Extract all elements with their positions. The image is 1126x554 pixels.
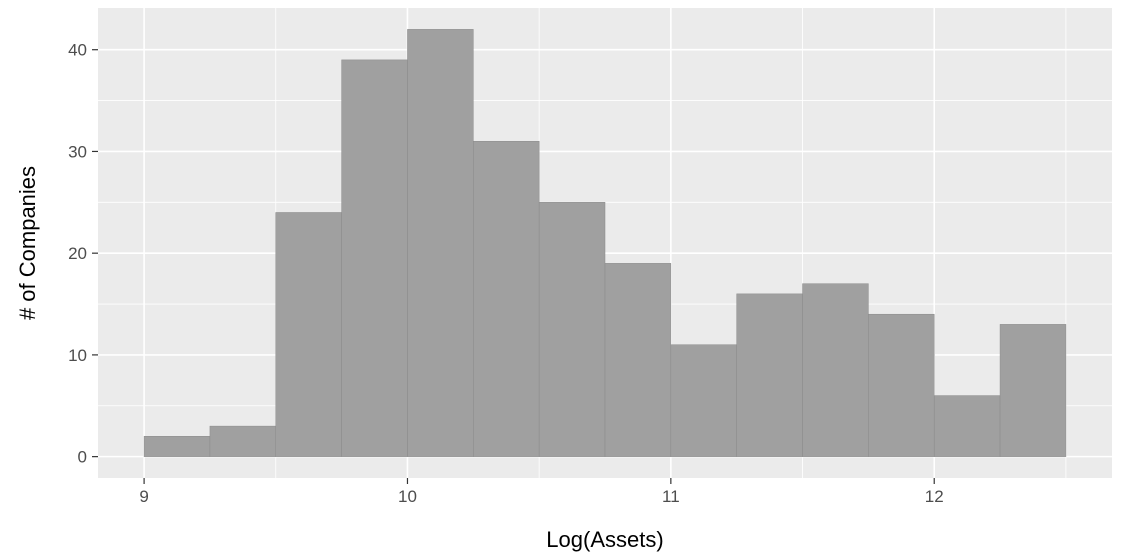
x-tick-label: 11	[662, 487, 680, 506]
y-tick-label: 0	[78, 448, 87, 467]
histogram-bar	[933, 395, 1001, 457]
x-tick-label: 10	[398, 487, 417, 506]
y-tick-label: 20	[68, 244, 87, 263]
histogram-bar	[802, 283, 869, 457]
histogram-bar	[143, 436, 211, 457]
histogram-bar	[473, 141, 540, 457]
y-axis-title: # of Companies	[15, 166, 40, 320]
histogram-bar	[341, 59, 408, 457]
histogram-bar	[275, 212, 342, 457]
x-axis-title: Log(Assets)	[546, 527, 663, 552]
x-axis-ticks: 9 10 11 12	[139, 478, 944, 506]
histogram-bar	[868, 313, 935, 457]
y-tick-label: 10	[68, 346, 87, 365]
histogram-bar	[209, 425, 277, 457]
x-tick-label: 9	[139, 487, 148, 506]
histogram-bars	[143, 29, 1067, 457]
y-axis-ticks: 0 10 20 30 40	[68, 41, 98, 467]
histogram-bar	[538, 202, 606, 457]
histogram-bar	[736, 293, 803, 457]
histogram-bar	[604, 263, 672, 457]
y-tick-label: 30	[68, 142, 87, 161]
y-tick-label: 40	[68, 41, 87, 60]
histogram-bar	[670, 344, 737, 457]
histogram-bar	[407, 29, 474, 457]
x-tick-label: 12	[925, 487, 944, 506]
histogram-bar	[999, 324, 1067, 457]
